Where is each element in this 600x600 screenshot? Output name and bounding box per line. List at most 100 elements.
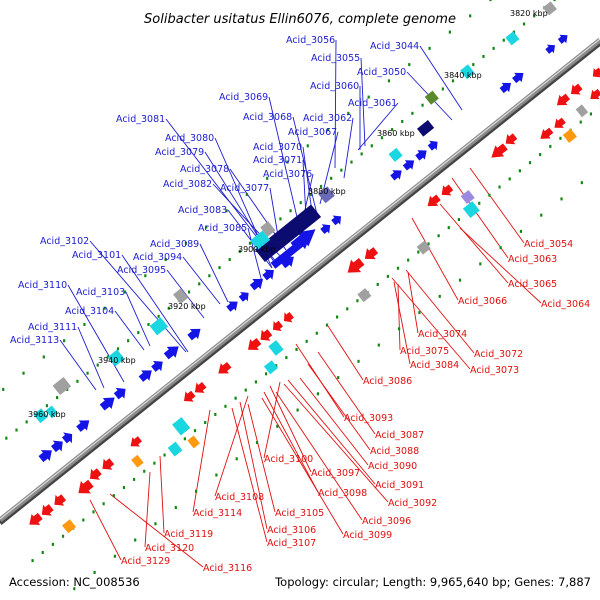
kbp-label: 3860 kbp: [377, 129, 415, 138]
forward-gene-shape: [331, 215, 342, 226]
gene-label-right: Acid_3108: [215, 492, 264, 503]
reverse-gene-shape: [272, 320, 284, 332]
tick-dot-outer: [132, 477, 136, 481]
gene-label-left: Acid_3050: [357, 67, 406, 78]
tick-dot-outer: [204, 421, 207, 425]
misc-feature: [172, 417, 191, 436]
leader-line: [261, 397, 344, 535]
forward-gene: [38, 450, 52, 463]
reverse-gene: [554, 117, 566, 128]
feature-box-shape: [172, 417, 191, 436]
leader-line: [451, 177, 509, 259]
gene-label-right: Acid_3119: [164, 529, 213, 540]
tick-dot-outer: [528, 161, 532, 165]
reverse-gene: [130, 436, 142, 447]
leader-line: [77, 326, 105, 389]
tick-dot-outer: [421, 103, 424, 107]
forward-gene-shape: [402, 160, 415, 171]
feature-box-shape: [416, 120, 435, 137]
tick-dot-far: [377, 343, 380, 347]
tick-dot-outer: [336, 315, 339, 319]
tick-dot-outer: [309, 193, 312, 197]
tick-dot-far: [245, 193, 248, 197]
forward-gene: [163, 346, 179, 360]
misc-feature: [462, 201, 480, 218]
misc-feature: [45, 405, 59, 419]
tick-dot-outer: [153, 461, 156, 465]
gene-label-left: Acid_3102: [40, 236, 89, 247]
gene-label-left: Acid_3056: [286, 35, 335, 46]
reverse-gene-shape: [491, 143, 508, 158]
misc-feature: [260, 221, 276, 237]
gene-label-left: Acid_3103: [76, 287, 125, 298]
tick-dot-outer: [122, 486, 126, 490]
feature-box-shape: [260, 221, 276, 237]
misc-feature: [33, 408, 49, 424]
forward-gene-shape: [320, 224, 331, 234]
feature-box-shape: [167, 441, 183, 457]
tick-dot-far: [255, 441, 259, 445]
tick-dot-far: [347, 111, 350, 115]
kbp-label: 3940 kbp: [98, 356, 136, 365]
tick-dot-outer: [198, 282, 201, 286]
leader-line: [469, 167, 525, 244]
forward-gene-shape: [499, 82, 512, 94]
leader-line: [268, 96, 301, 231]
misc-feature: [388, 147, 403, 162]
gene-label-right: Acid_3105: [275, 508, 324, 519]
reverse-gene-shape: [427, 194, 441, 207]
kbp-label: 3900 kbp: [238, 245, 276, 254]
feature-box-shape: [263, 360, 278, 375]
tick-dot-outer: [92, 510, 95, 514]
tick-dot-far: [398, 327, 401, 331]
tick-dot-far: [266, 176, 269, 180]
reverse-gene-shape: [592, 67, 600, 78]
feature-box-shape: [187, 435, 200, 449]
tick-dot-far: [235, 457, 238, 461]
reverse-gene-shape: [54, 494, 67, 506]
leader-line: [239, 401, 268, 530]
tick-dot-outer: [96, 363, 99, 367]
tick-dot-outer: [390, 128, 394, 132]
gene-label-left: Acid_3081: [116, 114, 165, 125]
gene-label-right: Acid_3086: [363, 376, 412, 387]
leader-line: [287, 379, 376, 485]
tick-dot-far: [205, 225, 208, 229]
leader-line: [334, 39, 337, 169]
forward-gene-shape: [99, 397, 115, 411]
leader-line: [299, 377, 369, 466]
forward-gene-shape: [76, 420, 90, 432]
reverse-gene: [260, 329, 273, 341]
reverse-gene: [592, 67, 600, 78]
tick-dot-outer: [234, 396, 237, 400]
gene-label-left: Acid_3101: [72, 250, 121, 261]
tick-dot-outer: [579, 120, 582, 124]
tick-dot-outer: [360, 152, 363, 156]
reverse-gene: [505, 133, 518, 145]
tick-dot-far: [103, 306, 106, 310]
tick-dot-far: [489, 0, 492, 2]
feature-box-shape: [505, 31, 520, 46]
leader-line: [192, 409, 211, 513]
gene-label-right: Acid_3096: [362, 516, 411, 527]
gene-label-right: Acid_3116: [203, 563, 252, 574]
tick-dot-outer: [376, 282, 379, 286]
misc-feature: [317, 186, 335, 204]
tick-dot-outer: [330, 176, 333, 180]
tick-dot-far: [428, 46, 431, 50]
forward-gene: [545, 44, 556, 54]
feature-box-shape: [424, 90, 439, 105]
tick-dot-outer: [264, 372, 268, 376]
reverse-gene: [590, 88, 600, 100]
tick-dot-outer: [325, 323, 329, 327]
reverse-gene-shape: [183, 390, 196, 402]
misc-feature: [416, 240, 431, 255]
forward-gene: [76, 420, 90, 432]
tick-dot-outer: [457, 218, 461, 222]
tick-dot-outer: [183, 437, 186, 441]
gene-label-left: Acid_3095: [117, 265, 166, 276]
forward-gene-shape: [390, 170, 402, 181]
feature-box-shape: [62, 519, 77, 534]
reverse-gene-shape: [41, 504, 54, 516]
tick-dot-outer: [553, 0, 556, 2]
